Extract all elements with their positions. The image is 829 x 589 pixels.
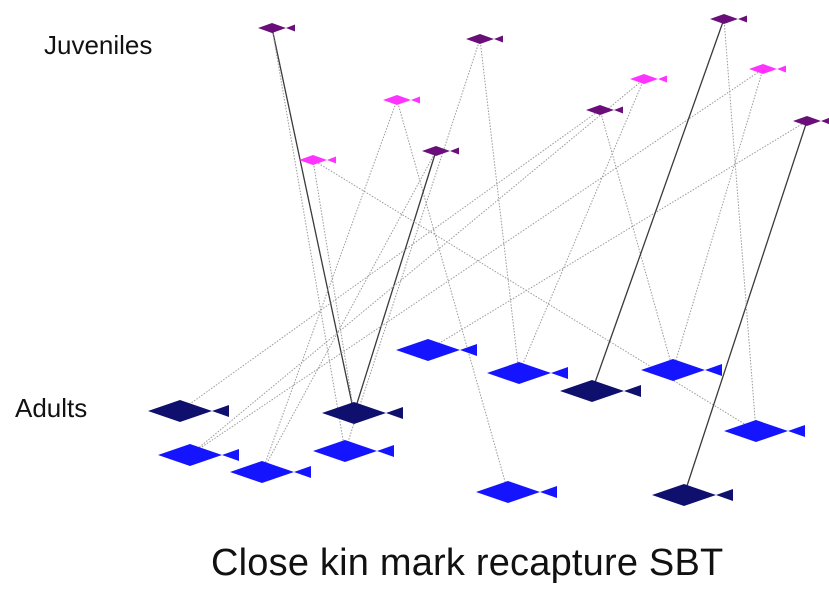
fish-tail [788,425,805,437]
fish-tail [222,449,239,461]
kin-link-j1-a4 [271,27,346,452]
fish-body [749,64,777,74]
fish-body [630,74,658,84]
kin-link-j4-a6 [353,150,437,414]
fish-tail [286,24,295,32]
fish-body [793,116,821,126]
fish-tail [460,344,477,356]
fish-tail [624,385,641,397]
fish-tail [738,15,747,23]
fish-tail [821,117,829,125]
juvenile-j4-fish-icon [422,146,459,156]
kin-link-j9-a9 [672,68,764,371]
fish-tail [411,96,420,104]
juvenile-j10-fish-icon [710,14,747,24]
fish-body [466,34,494,44]
juvenile-j6-fish-icon [586,105,623,115]
fish-body [641,359,705,381]
adult-a2-fish-icon [230,461,311,483]
kin-link-j9-a1 [189,68,764,456]
fish-tail [377,445,394,457]
fish-tail [716,489,733,501]
juvenile-j1-fish-icon [258,23,295,33]
adult-a4-fish-icon [313,440,394,462]
adult-a6-fish-icon [322,402,403,424]
fish-body [396,339,460,361]
fish-body [148,400,212,422]
juvenile-j8-fish-icon [793,116,829,126]
fish-body [476,481,540,503]
kin-link-j7-a8 [518,78,645,374]
fish-body [299,155,327,165]
kin-link-j4-a2 [261,150,437,473]
fish-tail [294,466,311,478]
adult-a3-fish-icon [148,400,229,422]
fish-tail [450,147,459,155]
fish-body [322,402,386,424]
fish-tail [658,75,667,83]
juvenile-j7-fish-icon [630,74,667,84]
juvenile-j3-fish-icon [383,95,420,105]
adult-a11-fish-icon [724,420,805,442]
kin-link-j6-a9 [599,109,674,371]
fish-tail [327,156,336,164]
kin-link-j5-a11 [312,159,757,432]
fish-body [652,484,716,506]
adult-a7-fish-icon [560,380,641,402]
kin-link-j2-a8 [479,38,520,374]
fish-nodes [148,14,829,506]
adult-a9-fish-icon [641,359,722,381]
fish-tail [551,367,568,379]
kin-links [179,18,808,496]
fish-body [258,23,286,33]
fish-body [724,420,788,442]
kin-link-j10-a7 [591,18,725,392]
adult-a5-fish-icon [396,339,477,361]
fish-body [710,14,738,24]
juvenile-j9-fish-icon [749,64,786,74]
fish-body [158,444,222,466]
kin-link-j7-a1 [189,78,645,456]
kin-link-j6-a3 [179,109,601,412]
kin-link-j10-a11 [723,18,757,432]
fish-tail [614,106,623,114]
fish-body [313,440,377,462]
fish-body [230,461,294,483]
kin-link-j1-a6 [271,27,355,414]
fish-body [487,362,551,384]
fish-tail [540,486,557,498]
adults-label: Adults [15,393,88,423]
fish-tail [386,407,403,419]
adult-a12-fish-icon [652,484,733,506]
juvenile-j5-fish-icon [299,155,336,165]
fish-body [586,105,614,115]
fish-body [422,146,450,156]
kin-link-j8-a12 [683,120,808,496]
adult-a10-fish-icon [476,481,557,503]
juvenile-j2-fish-icon [466,34,503,44]
caption-title: Close kin mark recapture SBT [211,542,724,584]
fish-tail [777,65,786,73]
fish-body [383,95,411,105]
fish-tail [705,364,722,376]
kin-link-j2-a4 [344,38,481,452]
kin-link-j3-a10 [396,99,509,493]
adult-a8-fish-icon [487,362,568,384]
fish-body [560,380,624,402]
kin-link-j3-a2 [261,99,398,473]
kin-link-j8-a5 [427,120,808,351]
fish-tail [494,35,503,43]
kin-link-j5-a6 [312,159,355,414]
juveniles-label: Juveniles [44,30,153,60]
fish-tail [212,405,229,417]
adult-a1-fish-icon [158,444,239,466]
